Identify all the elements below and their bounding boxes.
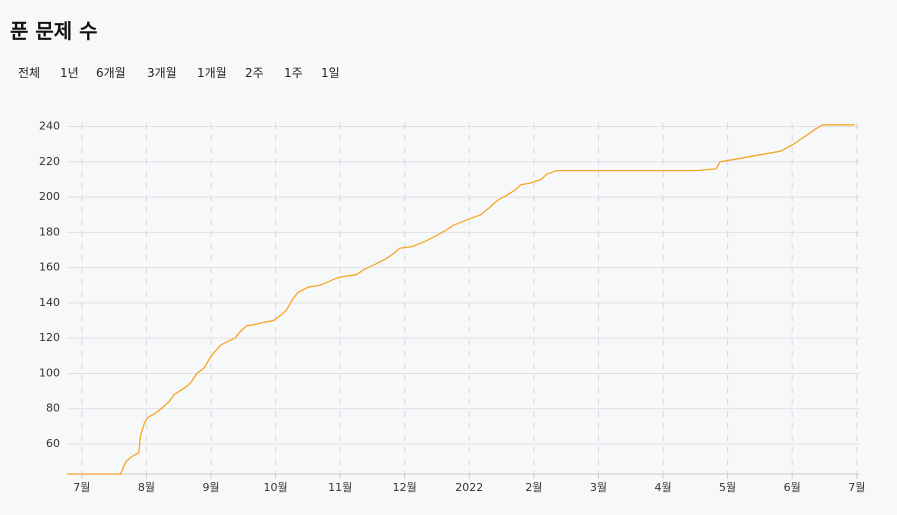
x-tick-label: 5월 — [719, 481, 736, 494]
y-tick-label: 240 — [39, 120, 60, 133]
y-tick-label: 80 — [46, 402, 60, 415]
x-tick-label: 8월 — [138, 481, 155, 494]
x-tick-label: 12월 — [393, 481, 417, 494]
range-filter[interactable]: 6개월 — [96, 66, 126, 80]
y-tick-label: 220 — [39, 155, 60, 168]
y-tick-label: 200 — [39, 190, 60, 203]
x-tick-label: 6월 — [784, 481, 801, 494]
y-tick-label: 140 — [39, 296, 60, 309]
y-tick-label: 160 — [39, 261, 60, 274]
solved-line — [67, 124, 855, 475]
y-tick-label: 180 — [39, 225, 60, 238]
x-tick-label: 4월 — [654, 481, 671, 494]
x-tick-label: 10월 — [264, 481, 288, 494]
range-filter[interactable]: 1년 — [60, 66, 79, 80]
x-tick-label: 2022 — [455, 481, 483, 494]
x-tick-label: 3월 — [590, 481, 607, 494]
range-filter[interactable]: 전체 — [18, 66, 41, 80]
y-tick-label: 120 — [39, 331, 60, 344]
x-tick-label: 9월 — [202, 481, 219, 494]
range-filter[interactable]: 2주 — [245, 66, 264, 80]
x-tick-label: 7월 — [73, 481, 90, 494]
page-title: 푼 문제 수 — [10, 19, 98, 43]
range-filter[interactable]: 1주 — [284, 66, 303, 80]
range-filter[interactable]: 1개월 — [197, 66, 227, 80]
x-tick-label: 2월 — [525, 481, 542, 494]
range-filter[interactable]: 1일 — [321, 66, 340, 80]
range-filter[interactable]: 3개월 — [147, 66, 177, 80]
y-tick-label: 60 — [46, 437, 60, 450]
x-tick-label: 11월 — [328, 481, 352, 494]
y-tick-label: 100 — [39, 366, 60, 379]
x-tick-label: 7월 — [848, 481, 865, 494]
